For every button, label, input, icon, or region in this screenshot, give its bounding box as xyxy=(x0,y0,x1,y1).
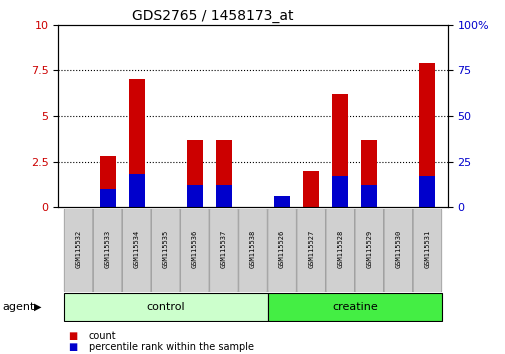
Bar xyxy=(128,174,144,207)
Bar xyxy=(361,185,377,207)
Bar xyxy=(216,185,231,207)
FancyBboxPatch shape xyxy=(325,208,354,293)
FancyBboxPatch shape xyxy=(93,208,122,293)
Text: GSM115530: GSM115530 xyxy=(394,230,400,268)
Text: ■: ■ xyxy=(68,342,77,352)
Text: ■: ■ xyxy=(68,331,77,341)
FancyBboxPatch shape xyxy=(209,208,238,293)
Text: count: count xyxy=(88,331,116,341)
FancyBboxPatch shape xyxy=(296,208,325,293)
Text: control: control xyxy=(146,302,185,312)
Text: GSM115526: GSM115526 xyxy=(279,230,284,268)
Text: GSM115538: GSM115538 xyxy=(249,230,256,268)
Text: GSM115528: GSM115528 xyxy=(336,230,342,268)
Bar xyxy=(216,139,231,207)
Bar xyxy=(302,171,319,207)
Bar xyxy=(186,139,203,207)
Text: GSM115534: GSM115534 xyxy=(133,230,139,268)
Bar xyxy=(64,293,267,321)
Bar xyxy=(419,63,435,207)
Text: GSM115527: GSM115527 xyxy=(308,230,314,268)
Text: GSM115533: GSM115533 xyxy=(105,230,111,268)
FancyBboxPatch shape xyxy=(413,208,441,293)
FancyBboxPatch shape xyxy=(122,208,150,293)
FancyBboxPatch shape xyxy=(383,208,412,293)
Text: GSM115536: GSM115536 xyxy=(191,230,197,268)
Bar xyxy=(361,139,377,207)
Text: GSM115535: GSM115535 xyxy=(163,230,169,268)
FancyBboxPatch shape xyxy=(180,208,209,293)
Bar xyxy=(274,196,289,207)
Bar xyxy=(186,185,203,207)
Text: agent: agent xyxy=(3,302,35,312)
Text: percentile rank within the sample: percentile rank within the sample xyxy=(88,342,253,352)
Bar xyxy=(99,189,115,207)
Bar xyxy=(99,156,115,207)
FancyBboxPatch shape xyxy=(64,208,92,293)
Text: GDS2765 / 1458173_at: GDS2765 / 1458173_at xyxy=(131,9,293,23)
Bar xyxy=(267,293,441,321)
Text: GSM115531: GSM115531 xyxy=(424,230,430,268)
Text: GSM115537: GSM115537 xyxy=(221,230,226,268)
Bar xyxy=(332,94,347,207)
FancyBboxPatch shape xyxy=(267,208,296,293)
FancyBboxPatch shape xyxy=(151,208,180,293)
Bar xyxy=(332,176,347,207)
FancyBboxPatch shape xyxy=(238,208,267,293)
Text: GSM115529: GSM115529 xyxy=(366,230,372,268)
Text: creatine: creatine xyxy=(331,302,377,312)
Text: GSM115532: GSM115532 xyxy=(75,230,81,268)
Bar xyxy=(419,176,435,207)
Bar xyxy=(128,80,144,207)
Text: ▶: ▶ xyxy=(34,302,42,312)
FancyBboxPatch shape xyxy=(355,208,383,293)
